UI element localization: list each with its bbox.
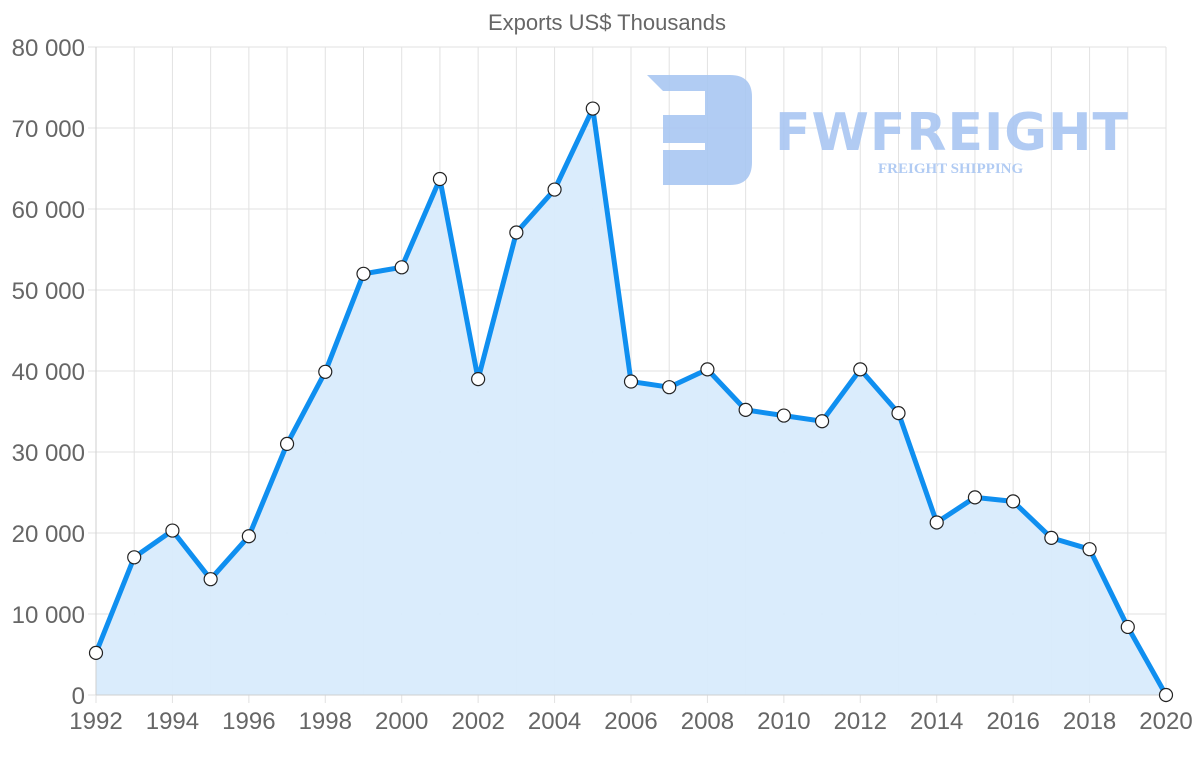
watermark-tagline: FREIGHT SHIPPING bbox=[878, 161, 1023, 177]
area-fill bbox=[96, 108, 1166, 696]
y-tick-label: 30 000 bbox=[12, 440, 85, 467]
data-point-2005[interactable] bbox=[585, 101, 600, 116]
data-point-2016[interactable] bbox=[1006, 494, 1021, 509]
y-tick-label: 70 000 bbox=[12, 116, 85, 143]
x-tick-label: 2020 bbox=[1139, 708, 1192, 735]
data-point-1992[interactable] bbox=[88, 645, 104, 660]
chart-title: Exports US$ Thousands bbox=[488, 10, 726, 35]
x-axis-ticks: 1992 1994 1996 1998 2000 2002 2004 2006 2008 2010… bbox=[69, 708, 1192, 735]
x-tick-label: 1994 bbox=[146, 708, 199, 735]
x-tick-label: 2014 bbox=[910, 708, 963, 735]
x-tick-label: 2008 bbox=[681, 708, 734, 735]
data-point-2015[interactable] bbox=[967, 490, 983, 505]
y-axis-ticks: 0 10 000 20 000 30 000 40 000 50 000 60 000 70 … bbox=[12, 35, 85, 710]
x-tick-label: 1996 bbox=[222, 708, 275, 735]
data-point-2014[interactable] bbox=[929, 515, 944, 530]
data-point-2008[interactable] bbox=[700, 362, 715, 377]
y-tick-label: 40 000 bbox=[12, 359, 85, 386]
data-point-1997[interactable] bbox=[279, 436, 295, 451]
x-tick-label: 2016 bbox=[986, 708, 1039, 735]
x-tick-label: 2004 bbox=[528, 708, 581, 735]
x-tick-label: 2006 bbox=[604, 708, 657, 735]
data-point-2011[interactable] bbox=[814, 414, 830, 429]
data-point-2012[interactable] bbox=[853, 362, 868, 377]
data-point-1999[interactable] bbox=[356, 266, 371, 281]
data-point-2013[interactable] bbox=[891, 406, 906, 421]
x-tick-label: 2000 bbox=[375, 708, 428, 735]
data-point-2007[interactable] bbox=[662, 380, 677, 395]
y-tick-label: 10 000 bbox=[12, 602, 85, 629]
x-tick-label: 2018 bbox=[1063, 708, 1116, 735]
data-point-1996[interactable] bbox=[241, 529, 256, 544]
data-point-2003[interactable] bbox=[509, 225, 524, 240]
y-tick-label: 20 000 bbox=[12, 521, 85, 548]
watermark-brand: FWFREIGHT bbox=[775, 103, 1129, 163]
y-tick-label: 60 000 bbox=[12, 197, 85, 224]
data-point-1998[interactable] bbox=[318, 364, 333, 379]
data-point-2000[interactable] bbox=[394, 260, 409, 275]
logo-mark-icon bbox=[647, 75, 752, 185]
fwfreight-watermark-logo: FWFREIGHT FREIGHT SHIPPING bbox=[647, 75, 1129, 185]
x-tick-label: 2010 bbox=[757, 708, 810, 735]
y-tick-label: 50 000 bbox=[12, 278, 85, 305]
data-point-2006[interactable] bbox=[623, 374, 639, 389]
data-point-2001[interactable] bbox=[432, 171, 448, 187]
data-point-1994[interactable] bbox=[165, 523, 180, 538]
data-point-2009[interactable] bbox=[738, 402, 753, 417]
data-point-1995[interactable] bbox=[203, 572, 218, 587]
data-point-2019[interactable] bbox=[1120, 619, 1135, 635]
data-point-2017[interactable] bbox=[1044, 530, 1059, 545]
data-point-2010[interactable] bbox=[776, 408, 791, 423]
y-tick-label: 80 000 bbox=[12, 35, 85, 62]
y-tick-label: 0 bbox=[72, 683, 85, 710]
axes bbox=[95, 47, 1166, 696]
data-points bbox=[88, 101, 1174, 703]
data-point-2020[interactable] bbox=[1158, 687, 1174, 703]
data-point-2018[interactable] bbox=[1082, 542, 1097, 557]
x-tick-label: 1992 bbox=[69, 708, 122, 735]
x-tick-label: 2002 bbox=[451, 708, 504, 735]
data-point-2004[interactable] bbox=[547, 182, 562, 197]
data-point-1993[interactable] bbox=[127, 550, 142, 565]
x-tick-label: 2012 bbox=[834, 708, 887, 735]
data-point-2002[interactable] bbox=[471, 372, 486, 387]
x-tick-label: 1998 bbox=[299, 708, 352, 735]
